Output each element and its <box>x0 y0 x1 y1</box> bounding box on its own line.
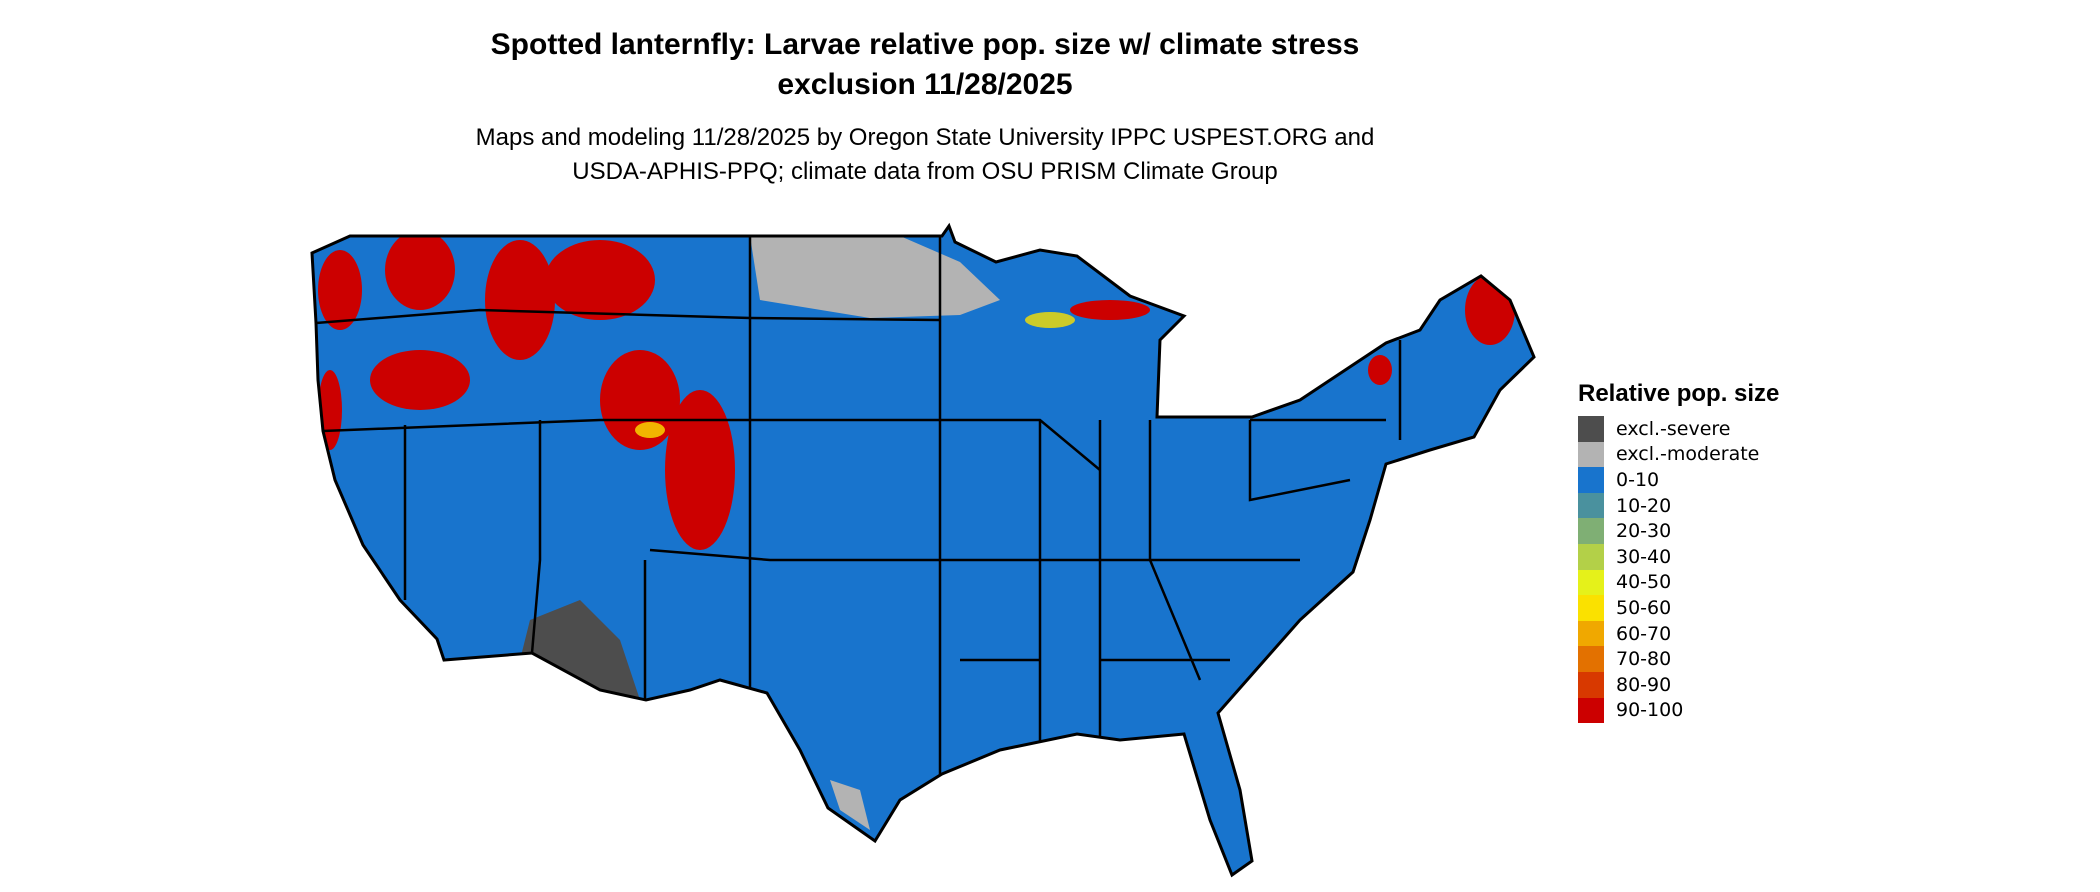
legend-item: 30-40 <box>1578 543 1779 570</box>
legend-swatch <box>1578 467 1604 493</box>
legend-swatch <box>1578 569 1604 596</box>
legend-item: 40-50 <box>1578 569 1779 596</box>
legend-item: excl.-severe <box>1578 416 1779 442</box>
legend-swatch <box>1578 620 1604 647</box>
legend-item: 90-100 <box>1578 697 1779 724</box>
legend-label: 10-20 <box>1616 494 1672 517</box>
legend: Relative pop. size excl.-severe excl.-mod… <box>1578 380 1780 724</box>
state-borders <box>315 236 1402 780</box>
legend-item: excl.-moderate <box>1578 441 1779 468</box>
subtitle-line1: Maps and modeling 11/28/2025 by Oregon S… <box>475 124 1375 151</box>
legend-swatch <box>1578 646 1604 672</box>
legend-swatch <box>1578 595 1604 621</box>
range-50-60-areas <box>635 312 1075 438</box>
legend-item: 50-60 <box>1578 595 1779 621</box>
subtitle-line2: USDA-APHIS-PPQ; climate data from OSU PR… <box>572 158 1278 185</box>
legend-item: 20-30 <box>1578 518 1779 544</box>
excl-moderate-area <box>750 236 1000 318</box>
legend-label: 70-80 <box>1616 648 1672 671</box>
legend-label: excl.-severe <box>1616 417 1731 440</box>
legend-item: 10-20 <box>1578 492 1779 519</box>
legend-label: 40-50 <box>1616 571 1672 594</box>
legend-label: 50-60 <box>1616 596 1672 619</box>
legend-label: 80-90 <box>1616 673 1672 696</box>
legend-item: 80-90 <box>1578 671 1779 698</box>
legend-label: 60-70 <box>1616 622 1672 645</box>
legend-item: 0-10 <box>1578 467 1779 493</box>
legend-item: 60-70 <box>1578 620 1779 647</box>
legend-label: 90-100 <box>1616 699 1684 722</box>
legend-label: excl.-moderate <box>1616 443 1760 466</box>
legend-swatch <box>1578 492 1604 519</box>
legend-swatch <box>1578 697 1604 724</box>
excl-moderate-texas <box>830 780 870 830</box>
legend-label: 30-40 <box>1616 545 1672 568</box>
map-title-line2: exclusion 11/28/2025 <box>777 68 1073 101</box>
legend-swatch <box>1578 416 1604 442</box>
legend-swatch <box>1578 543 1604 570</box>
legend-swatch <box>1578 671 1604 698</box>
legend-label: 0-10 <box>1616 468 1660 491</box>
legend-label: 20-30 <box>1616 520 1672 543</box>
legend-swatch <box>1578 518 1604 544</box>
legend-item: 70-80 <box>1578 646 1779 672</box>
map-title-line1: Spotted lanternfly: Larvae relative pop.… <box>490 28 1360 61</box>
legend-swatch <box>1578 441 1604 468</box>
legend-title: Relative pop. size <box>1578 380 1780 407</box>
